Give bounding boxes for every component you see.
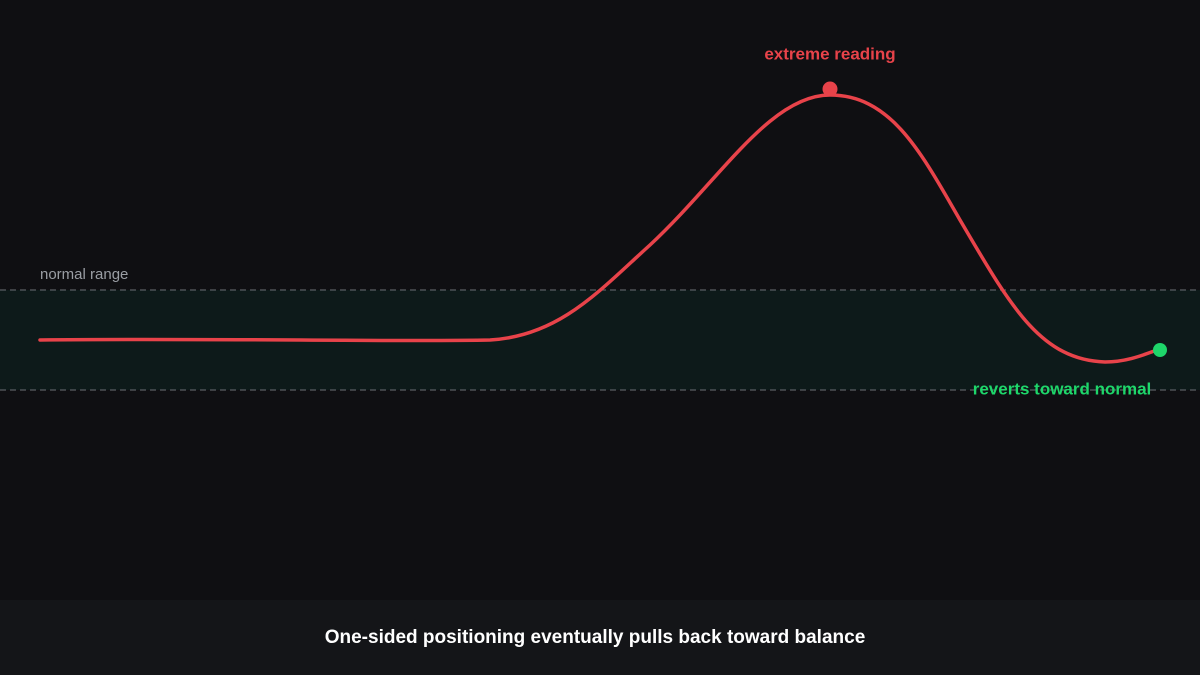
peak-dot [822, 81, 838, 97]
band-label: normal range [40, 266, 128, 283]
caption: One-sided positioning eventually pulls b… [325, 627, 866, 648]
curve [38, 93, 1162, 364]
caption-bar [0, 600, 1200, 675]
end-dot [1153, 343, 1167, 357]
revert-label: reverts toward normal [973, 379, 1152, 398]
peak-label: extreme reading [764, 44, 895, 63]
